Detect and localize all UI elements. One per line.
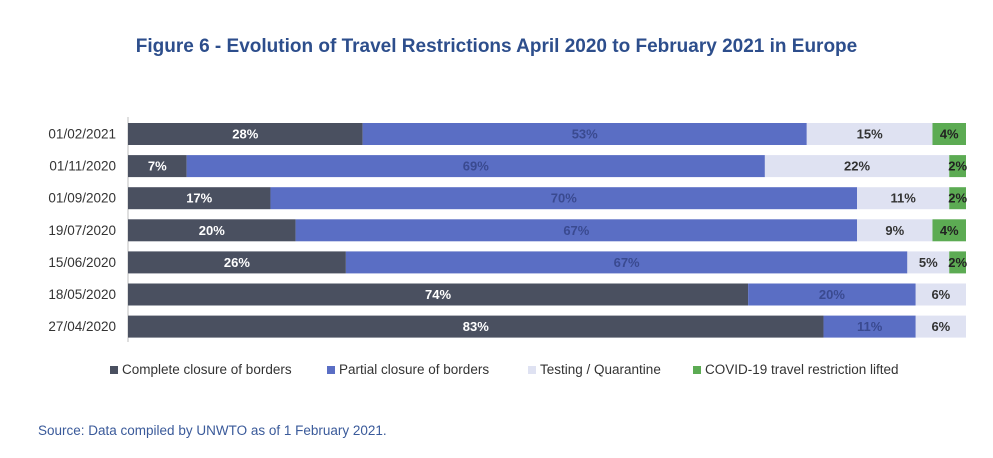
bar-segment (907, 251, 950, 274)
legend-label: COVID-19 travel restriction lifted (705, 362, 899, 377)
bar-segment (128, 219, 296, 242)
data-label: 22% (844, 159, 870, 174)
legend-swatch (110, 366, 118, 374)
legend-swatch (327, 366, 335, 374)
y-tick-label: 19/07/2020 (48, 223, 116, 238)
data-label: 4% (940, 223, 959, 238)
data-label: 7% (148, 159, 167, 174)
data-label: 2% (948, 191, 967, 206)
bar-segment (128, 315, 824, 338)
bar-segment (857, 187, 950, 210)
legend-swatch (693, 366, 701, 374)
bar-segment (362, 123, 807, 145)
bar-segment (128, 123, 363, 145)
bar-segment (748, 283, 916, 306)
bar-segment (949, 187, 966, 210)
data-label: 53% (572, 127, 598, 142)
data-label: 20% (819, 287, 845, 302)
data-label: 20% (199, 223, 225, 238)
data-label: 6% (931, 287, 950, 302)
data-label: 83% (463, 319, 489, 334)
bar-segment (806, 123, 933, 145)
legend-label: Complete closure of borders (122, 362, 292, 377)
data-label: 69% (463, 159, 489, 174)
bar-segment (915, 283, 966, 306)
data-label: 5% (919, 255, 938, 270)
bar-segment (186, 155, 765, 178)
data-label: 2% (948, 159, 967, 174)
data-label: 6% (931, 319, 950, 334)
bar-segment (128, 251, 346, 274)
data-label: 4% (940, 127, 959, 142)
source-note: Source: Data compiled by UNWTO as of 1 F… (38, 423, 387, 438)
bar-segment (932, 219, 966, 242)
legend-label: Partial closure of borders (339, 362, 489, 377)
data-label: 15% (857, 127, 883, 142)
data-label: 11% (890, 191, 916, 206)
y-tick-label: 01/02/2021 (48, 127, 116, 142)
bar-segment (949, 251, 966, 274)
data-label: 26% (224, 255, 250, 270)
bar-segment (270, 187, 858, 210)
bar-segment (949, 155, 966, 178)
y-tick-label: 18/05/2020 (48, 287, 116, 302)
data-label: 74% (425, 287, 451, 302)
y-tick-label: 01/11/2020 (49, 159, 116, 174)
chart-title: Figure 6 - Evolution of Travel Restricti… (135, 36, 858, 57)
data-label: 67% (563, 223, 589, 238)
legend-label: Testing / Quarantine (540, 362, 661, 377)
bar-segment (128, 155, 187, 178)
data-label: 17% (186, 191, 212, 206)
y-tick-label: 15/06/2020 (48, 255, 116, 270)
y-tick-label: 27/04/2020 (48, 319, 116, 334)
data-label: 11% (857, 319, 883, 334)
bar-segment (932, 123, 966, 145)
bar-segment (295, 219, 858, 242)
bar-segment (345, 251, 908, 274)
bar-segment (823, 315, 916, 338)
bar-segment (764, 155, 950, 178)
data-label: 28% (232, 127, 258, 142)
legend-swatch (528, 366, 536, 374)
data-label: 9% (885, 223, 904, 238)
bar-segment (857, 219, 933, 242)
y-tick-label: 01/09/2020 (48, 191, 116, 206)
data-label: 70% (551, 191, 577, 206)
bar-segment (915, 315, 966, 338)
bar-segment (128, 283, 749, 306)
bar-segment (128, 187, 271, 210)
data-label: 2% (948, 255, 967, 270)
data-label: 67% (614, 255, 640, 270)
